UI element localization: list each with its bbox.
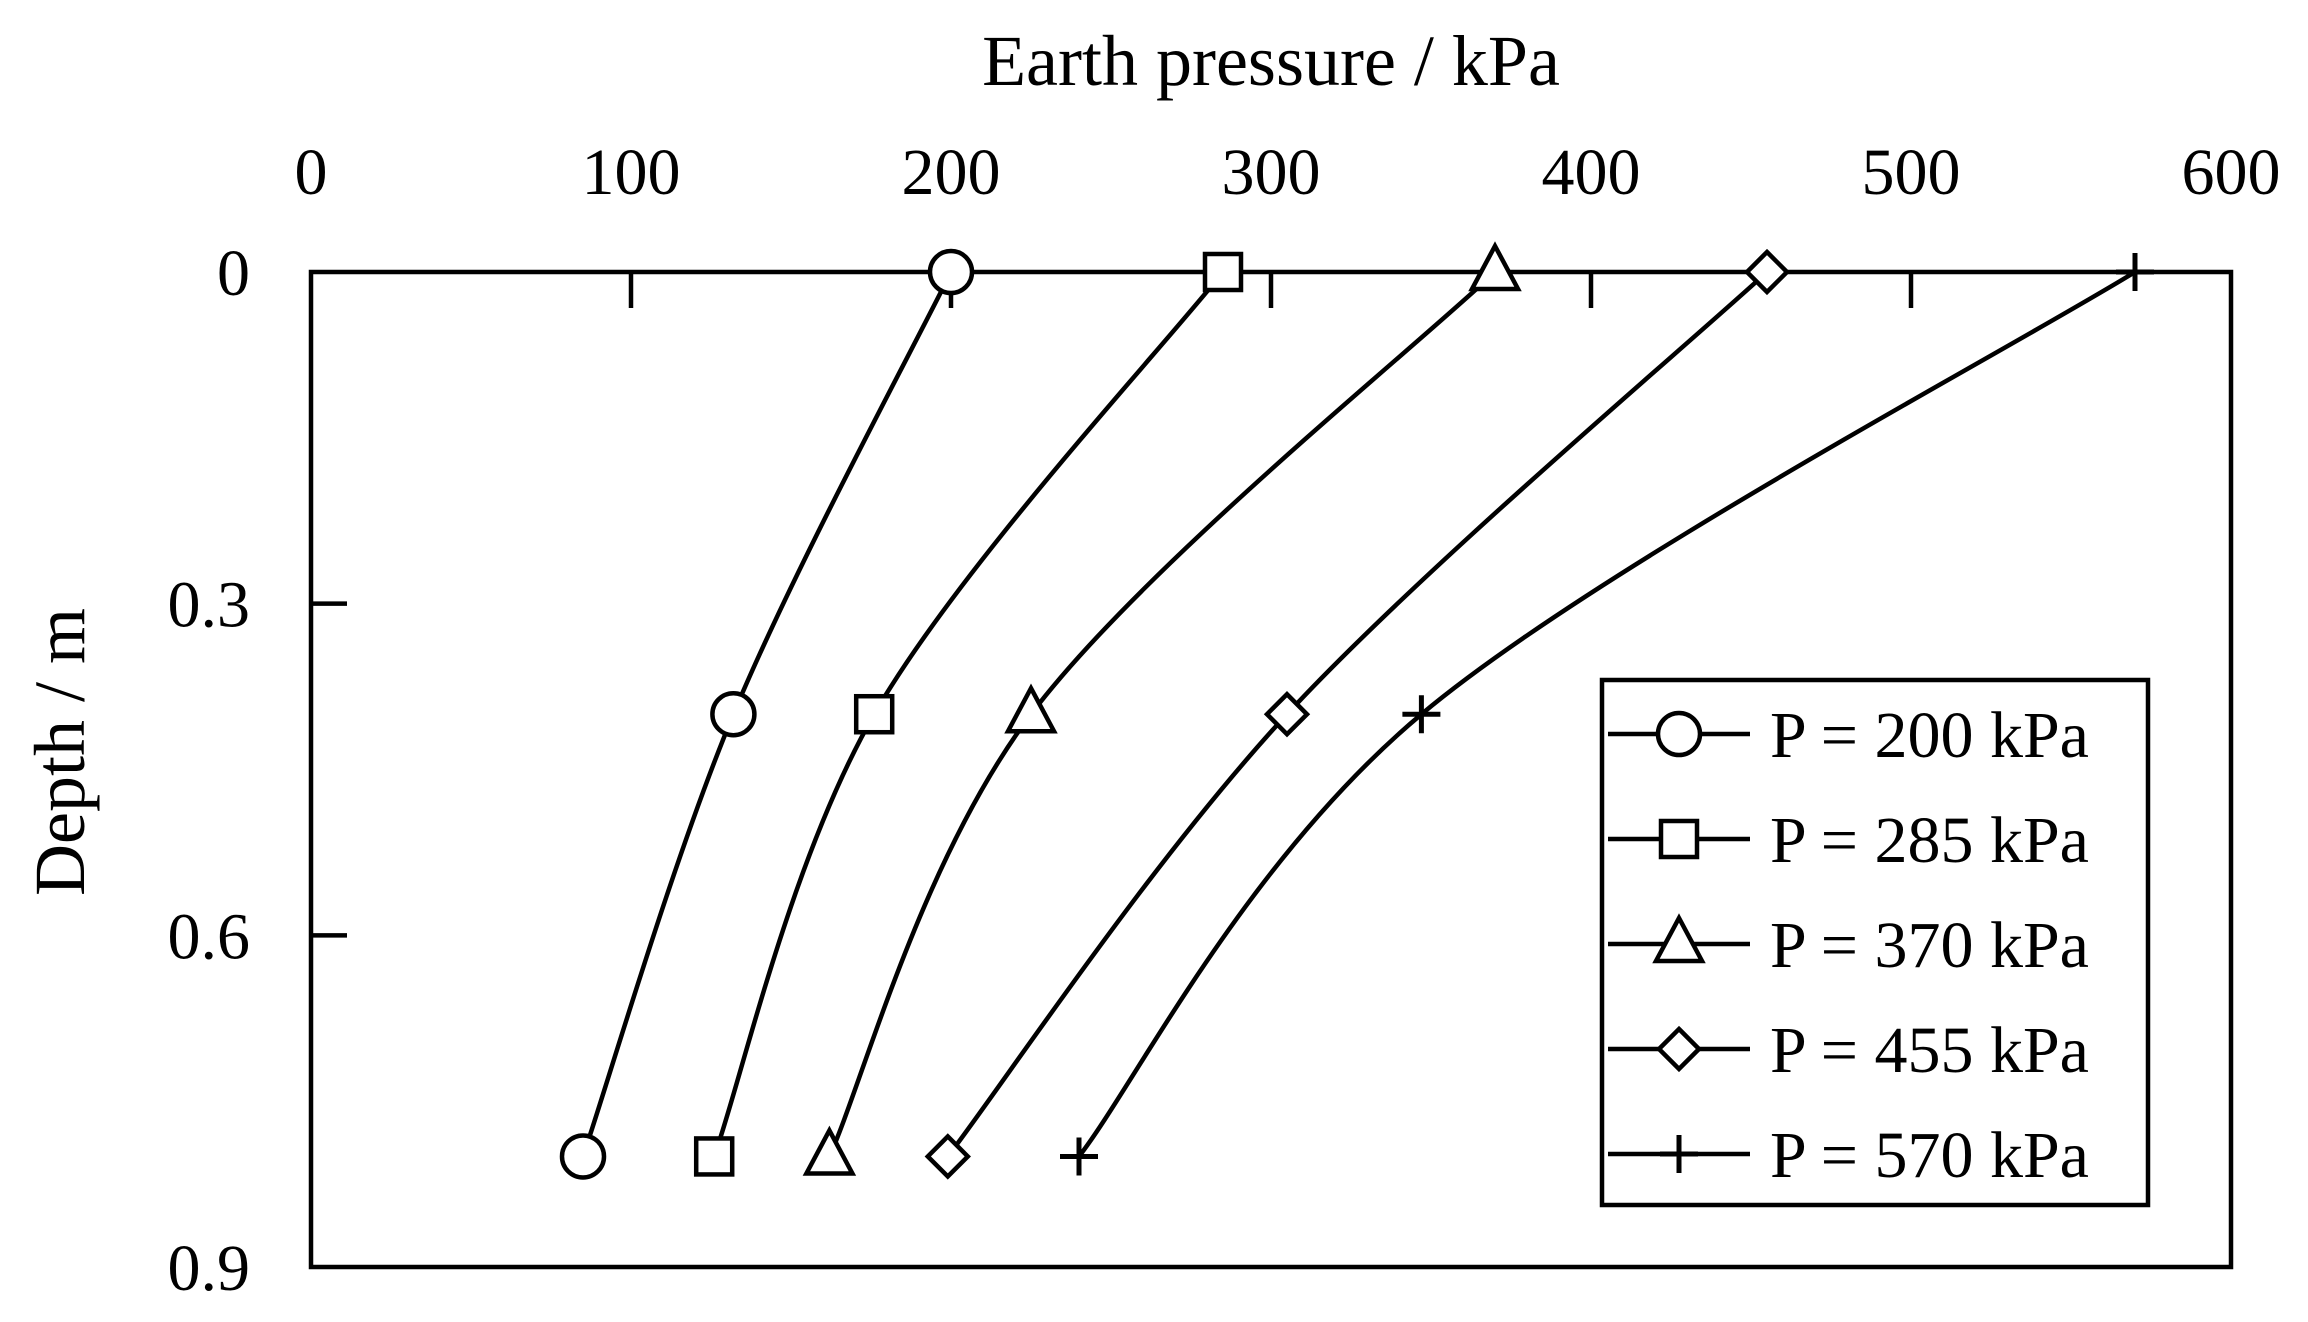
y-tick-label: 0.6 [168,900,251,973]
data-point-plus [1060,1137,1098,1175]
legend-label: P = 285 kPa [1770,804,2089,877]
data-point-square [1205,254,1241,290]
x-tick-label: 400 [1542,136,1641,209]
x-axis-ticks: 0 100 200 300 400 500 600 [295,136,2281,308]
data-point-circle [562,1135,604,1177]
legend-label: P = 200 kPa [1770,699,2089,772]
series-line [583,272,951,1156]
series-line [829,272,1495,1156]
legend-marker-circle [1658,713,1700,755]
x-tick-label: 600 [2182,136,2281,209]
y-tick-label: 0.9 [168,1232,251,1305]
data-point-square [696,1138,732,1174]
y-axis-ticks: 0 0.3 0.6 0.9 [168,237,348,1305]
series-circle [562,251,972,1177]
data-point-triangle [1472,246,1518,289]
legend-marker-square [1661,821,1697,857]
data-point-circle [930,251,972,293]
x-tick-label: 100 [582,136,681,209]
data-point-plus [2116,253,2154,291]
data-point-square [856,696,892,732]
x-tick-label: 500 [1862,136,1961,209]
y-tick-label: 0.3 [168,569,251,642]
x-axis-title: Earth pressure / kPa [982,21,1560,101]
data-point-triangle [806,1130,852,1173]
data-point-circle [712,693,754,735]
legend-label: P = 570 kPa [1770,1119,2089,1192]
legend: P = 200 kPa P = 285 kPa P = 370 kPa P = 455… [1602,680,2148,1205]
data-point-diamond [928,1136,968,1176]
series-triangle [806,246,1518,1173]
legend-label: P = 455 kPa [1770,1014,2089,1087]
y-axis-title: Depth / m [20,608,100,896]
x-tick-label: 0 [295,136,328,209]
x-tick-label: 300 [1222,136,1321,209]
x-tick-label: 200 [902,136,1001,209]
series-line [714,272,1223,1156]
y-tick-label: 0 [217,237,250,310]
legend-label: P = 370 kPa [1770,909,2089,982]
